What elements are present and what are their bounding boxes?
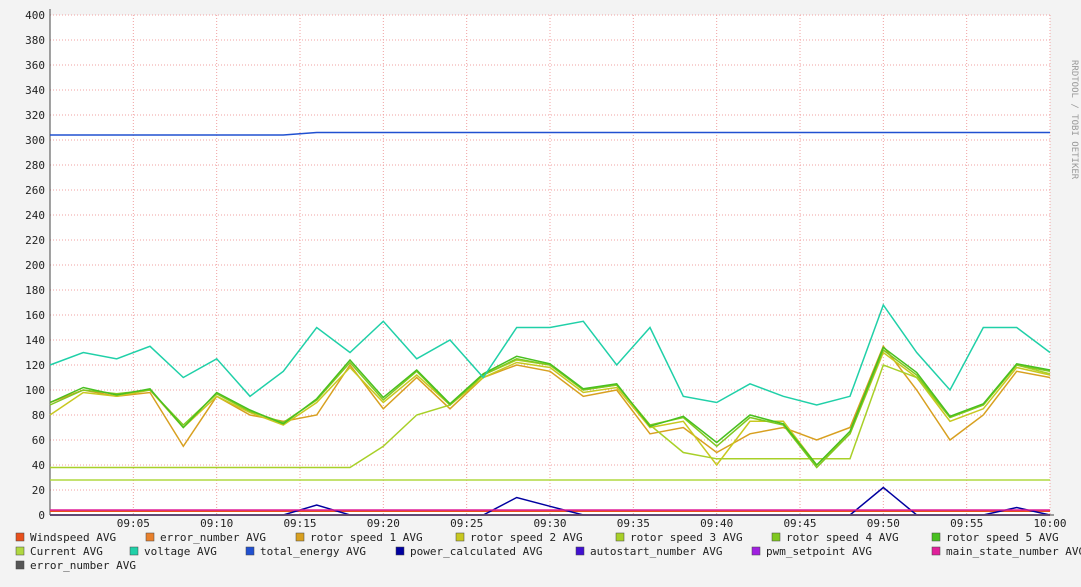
y-tick-label: 180 (25, 284, 45, 297)
legend-label: power_calculated AVG (410, 545, 542, 558)
legend-swatch (395, 546, 405, 556)
x-tick-label: 09:30 (533, 517, 566, 530)
legend-swatch (145, 532, 155, 542)
y-tick-label: 380 (25, 34, 45, 47)
y-tick-label: 220 (25, 234, 45, 247)
legend-label: rotor speed 1 AVG (310, 531, 423, 544)
legend-label: main_state_number AVG (946, 545, 1081, 558)
x-tick-label: 09:10 (200, 517, 233, 530)
legend-label: autostart_number AVG (590, 545, 722, 558)
legend-swatch (931, 532, 941, 542)
series-line (49, 351, 1051, 467)
x-tick-label: 09:25 (450, 517, 483, 530)
x-tick-label: 09:05 (117, 517, 150, 530)
y-tick-label: 200 (25, 259, 45, 272)
series-line (50, 131, 1050, 136)
legend-swatch (129, 546, 139, 556)
legend-swatch (455, 532, 465, 542)
legend-swatch (575, 546, 585, 556)
y-tick-label: 0 (38, 509, 45, 522)
legend-label: pwm_setpoint AVG (766, 545, 872, 558)
y-tick-label: 240 (25, 209, 45, 222)
legend-swatch (751, 546, 761, 556)
legend-label: Windspeed AVG (30, 531, 116, 544)
legend-label: rotor speed 2 AVG (470, 531, 583, 544)
y-tick-label: 320 (25, 109, 45, 122)
y-tick-label: 300 (25, 134, 45, 147)
legend-label: error_number AVG (30, 559, 136, 572)
series-line (49, 348, 1051, 469)
y-tick-label: 120 (25, 359, 45, 372)
x-tick-label: 09:15 (283, 517, 316, 530)
y-tick-label: 140 (25, 334, 45, 347)
legend-swatch (15, 532, 25, 542)
x-tick-label: 09:45 (783, 517, 816, 530)
x-tick-label: 09:40 (700, 517, 733, 530)
legend-swatch (245, 546, 255, 556)
y-tick-label: 280 (25, 159, 45, 172)
legend-label: error_number AVG (160, 531, 266, 544)
watermark: RRDTOOL / TOBI OETIKER (1069, 60, 1079, 180)
y-tick-label: 360 (25, 59, 45, 72)
legend-swatch (615, 532, 625, 542)
legend-label: voltage AVG (144, 545, 217, 558)
series-line (49, 346, 1051, 467)
y-tick-label: 40 (32, 459, 45, 472)
y-tick-label: 400 (25, 9, 45, 22)
x-tick-label: 10:00 (1033, 517, 1066, 530)
y-tick-label: 100 (25, 384, 45, 397)
legend-swatch (15, 546, 25, 556)
x-tick-label: 09:50 (867, 517, 900, 530)
y-tick-label: 60 (32, 434, 45, 447)
legend-swatch (771, 532, 781, 542)
legend-label: rotor speed 3 AVG (630, 531, 743, 544)
legend-swatch (15, 560, 25, 570)
legend-swatch (931, 546, 941, 556)
x-tick-label: 09:35 (617, 517, 650, 530)
legend-label: rotor speed 4 AVG (786, 531, 899, 544)
series-line (49, 303, 1051, 406)
legend-label: Current AVG (30, 545, 103, 558)
y-tick-label: 20 (32, 484, 45, 497)
x-tick-label: 09:55 (950, 517, 983, 530)
y-tick-label: 260 (25, 184, 45, 197)
y-tick-label: 160 (25, 309, 45, 322)
legend-label: rotor speed 5 AVG (946, 531, 1059, 544)
legend-label: total_energy AVG (260, 545, 366, 558)
y-tick-label: 340 (25, 84, 45, 97)
legend-swatch (295, 532, 305, 542)
y-tick-label: 80 (32, 409, 45, 422)
x-tick-label: 09:20 (367, 517, 400, 530)
